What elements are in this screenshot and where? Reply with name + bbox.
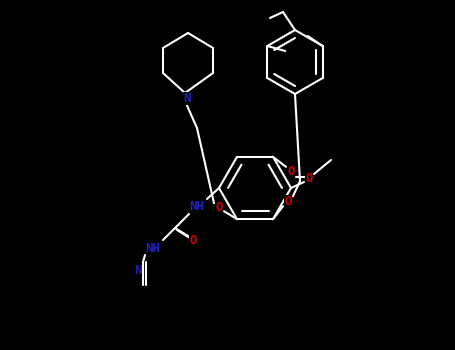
Text: O: O [287,165,295,178]
Text: NH: NH [189,199,204,212]
Text: NH: NH [146,241,161,254]
Text: N: N [183,91,191,105]
Text: O: O [284,195,292,208]
Text: N: N [134,264,142,276]
Text: O: O [305,172,313,184]
Text: O: O [189,233,197,246]
Text: O: O [215,201,223,214]
